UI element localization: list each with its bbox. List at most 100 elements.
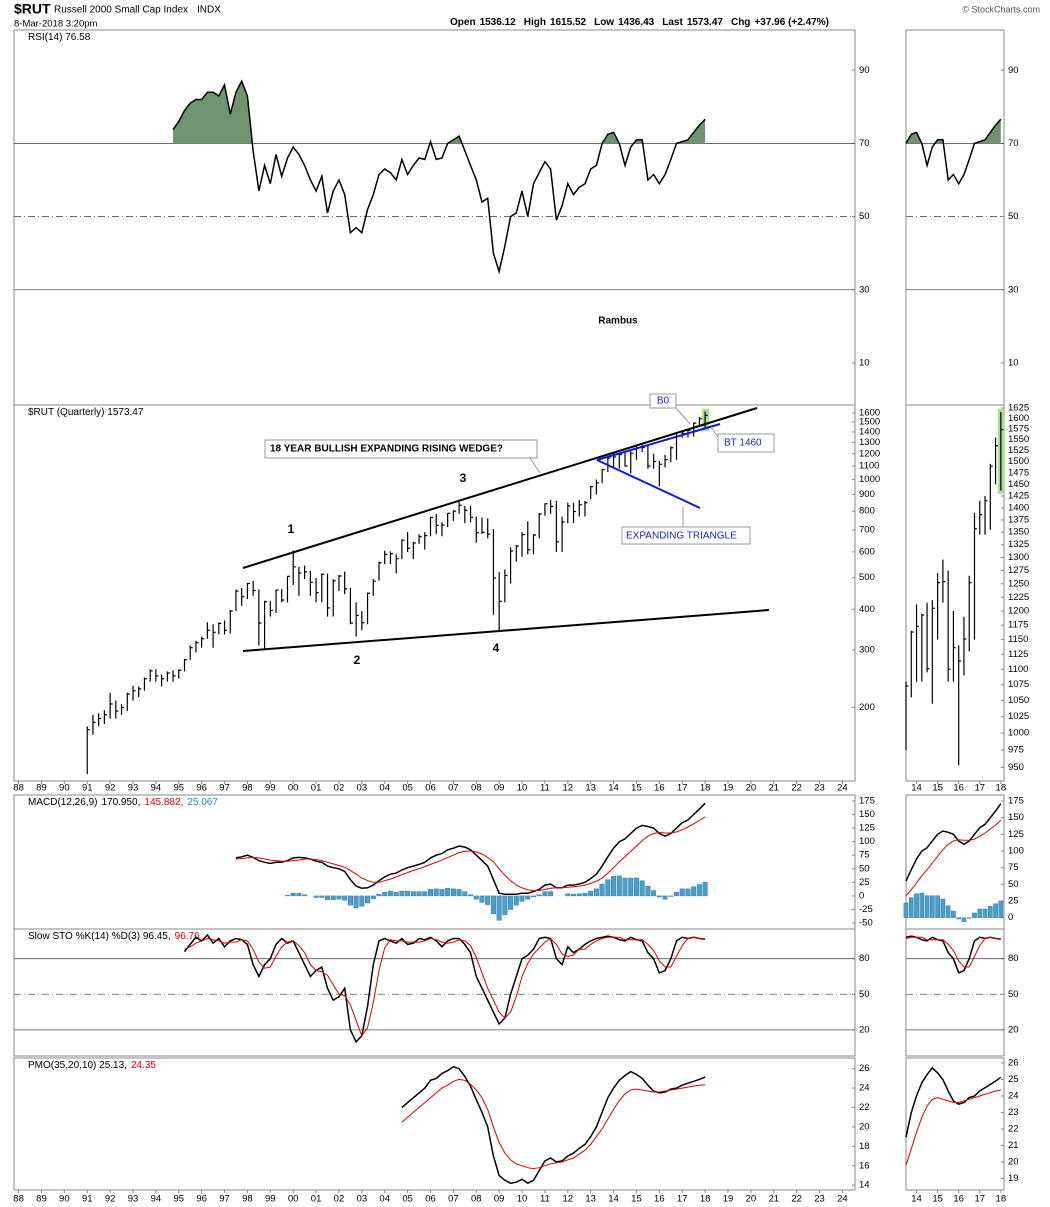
panel-title-part: $RUT (Quarterly) 1573.47 (28, 407, 144, 418)
x-tick-label: 15 (932, 1194, 943, 1205)
x-tick-label: 16 (953, 1194, 964, 1205)
quote-value: +37.96 (+2.47%) (754, 17, 829, 28)
indicator-line (401, 1078, 706, 1170)
histogram-bar (571, 894, 577, 897)
x-tick-label: 23 (814, 783, 825, 794)
panel-frame (13, 404, 856, 782)
x-tick-label: 92 (105, 783, 116, 794)
histogram-bar (662, 895, 668, 900)
histogram-bar (296, 892, 302, 897)
y-tick-label: 75 (1008, 862, 1019, 873)
quote-value: 1573.47 (687, 17, 724, 28)
histogram-bar (359, 895, 365, 907)
x-tick-label: 10 (517, 783, 528, 794)
indicator-line (401, 1065, 706, 1185)
x-tick-label: 96 (196, 783, 207, 794)
histogram-bar (393, 891, 399, 897)
x-tick-label: 09 (494, 783, 505, 794)
y-tick-label: 800 (859, 506, 875, 517)
y-tick-label: 1575 (1008, 424, 1029, 435)
y-tick-label: 1550 (1008, 434, 1029, 445)
y-tick-label: 1150 (1008, 634, 1028, 645)
y-tick-label: -50 (859, 918, 873, 929)
histogram-bar (468, 894, 474, 897)
histogram-bar (473, 895, 479, 900)
y-tick-label: 1025 (1008, 711, 1029, 722)
x-tick-label: 14 (911, 783, 922, 794)
index-name: Russell 2000 Small Cap Index (54, 5, 188, 16)
histogram-bar (593, 888, 599, 897)
y-tick-label: 1175 (1008, 620, 1028, 631)
y-tick-label: 0 (1008, 912, 1013, 923)
x-tick-label: 97 (219, 783, 230, 794)
histogram-bar (302, 894, 308, 897)
panel-title-part: RSI(14) 76.58 (28, 32, 91, 43)
y-tick-label: 70 (1008, 138, 1019, 149)
histogram-bar (633, 877, 639, 897)
y-tick-label: 50 (859, 989, 870, 1000)
histogram-bar (622, 877, 628, 897)
histogram-bar (982, 908, 988, 918)
panel-title-part: MACD(12,26,9) (28, 797, 97, 808)
indicator-line (183, 933, 706, 1044)
histogram-bar (651, 890, 657, 897)
y-tick-label: 22 (1008, 1123, 1019, 1134)
y-tick-label: 300 (859, 645, 875, 656)
x-tick-label: 07 (448, 1194, 459, 1205)
y-tick-label: 90 (859, 65, 870, 76)
panel-title: Slow STO %K(14) %D(3) 96.45, 96.76 (28, 931, 200, 942)
histogram-bar (536, 894, 542, 897)
y-tick-label: 1300 (1008, 552, 1029, 563)
histogram-bar (485, 895, 491, 905)
x-tick-label: 12 (563, 783, 574, 794)
zoom-frame: 1030507090950975100010251050107511001125… (903, 29, 1029, 1205)
histogram-bar (668, 895, 674, 897)
histogram-bar (679, 888, 685, 897)
y-tick-label: 20 (1008, 1024, 1019, 1035)
histogram-bar (611, 876, 617, 897)
histogram-bar (908, 897, 914, 918)
x-tick-label: 01 (311, 1194, 322, 1205)
panel-frame (905, 1057, 1005, 1191)
panel-frame (905, 29, 1005, 406)
x-tick-label: 91 (82, 783, 93, 794)
histogram-bar (685, 888, 691, 897)
triangle-lower-line (596, 459, 701, 509)
x-tick-label: 93 (128, 783, 139, 794)
histogram-bar (656, 895, 662, 898)
x-tick-label: 90 (59, 783, 70, 794)
callout-pointer (710, 426, 719, 438)
x-tick-label: 97 (219, 1194, 230, 1205)
histogram-bar (410, 891, 416, 897)
y-tick-label: 10 (859, 357, 870, 368)
x-tick-label: 13 (585, 1194, 596, 1205)
indicator-line (905, 1066, 1002, 1138)
wedge-upper-line (242, 407, 758, 569)
histogram-bar (376, 894, 382, 897)
y-tick-label: 18 (859, 1141, 870, 1152)
y-tick-label: 50 (1008, 879, 1019, 890)
wave-label: 1 (288, 522, 295, 536)
histogram-bar (998, 900, 1004, 918)
y-tick-label: 1200 (859, 448, 880, 459)
y-tick-label: 125 (859, 823, 875, 834)
x-tick-label: 15 (932, 783, 943, 794)
y-tick-label: 175 (859, 795, 875, 806)
x-tick-label: 15 (631, 1194, 642, 1205)
y-tick-label: 20 (859, 1121, 870, 1132)
x-tick-label: 91 (82, 1194, 93, 1205)
x-tick-label: 22 (791, 783, 802, 794)
histogram-bar (439, 889, 445, 897)
x-tick-label: 18 (700, 783, 711, 794)
overbought-area (173, 81, 706, 144)
x-tick-label: 02 (334, 783, 345, 794)
histogram-bar (284, 895, 290, 897)
x-tick-label: 17 (974, 1194, 985, 1205)
histogram-bar (502, 895, 508, 916)
histogram-bar (930, 895, 935, 918)
x-tick-label: 07 (448, 783, 459, 794)
panel-title-part: Slow STO %K(14) %D(3) 96.45, (28, 931, 171, 942)
x-tick-label: 08 (471, 783, 482, 794)
histogram-bar (330, 895, 336, 900)
